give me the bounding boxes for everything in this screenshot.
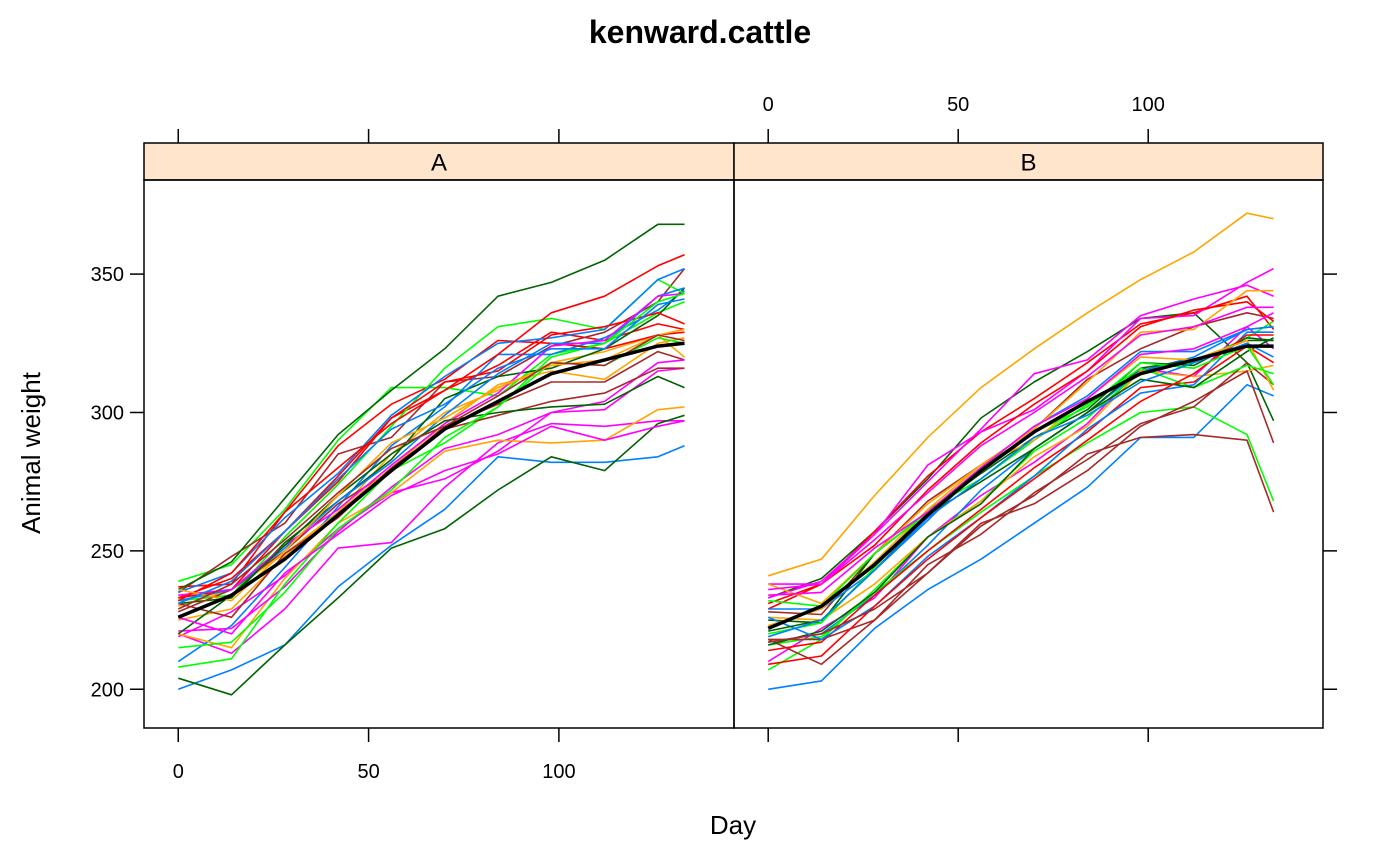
x-tick-label-top: 100 — [1132, 94, 1165, 116]
animal-line — [177, 253, 685, 602]
animal-series-group — [177, 223, 686, 696]
panel-frame — [733, 179, 1324, 729]
animal-line — [178, 419, 685, 655]
y-axis-label: Animal weight — [16, 371, 46, 534]
animal-line — [177, 298, 685, 605]
animal-line — [178, 292, 685, 649]
strip-a — [143, 142, 735, 181]
animal-line — [178, 359, 685, 632]
animal-line — [178, 292, 685, 596]
animal-line — [177, 375, 685, 635]
y-tick-label: 300 — [91, 402, 124, 424]
animal-line — [768, 383, 1274, 691]
animal-line — [767, 212, 1274, 577]
y-tick-label: 350 — [91, 264, 124, 286]
animal-line — [768, 370, 1275, 643]
strip-label: B — [1020, 150, 1036, 177]
x-axis-label: Day — [710, 810, 756, 840]
animal-line — [768, 306, 1274, 591]
animal-line — [767, 325, 1275, 663]
y-tick-label: 200 — [91, 679, 124, 701]
animal-line — [178, 420, 685, 635]
animal-line — [178, 328, 685, 602]
animal-line — [768, 312, 1274, 596]
animal-series-group — [767, 212, 1275, 691]
animal-line — [177, 268, 686, 594]
y-tick-label: 250 — [91, 541, 124, 563]
animal-line — [177, 223, 685, 591]
chart-title: kenward.cattle — [589, 14, 811, 50]
panel-a: A 0 50 100 200 250 300 350 — [91, 129, 735, 783]
panel-b: B 0 50 100 — [733, 94, 1337, 742]
strip-label: A — [431, 150, 447, 177]
animal-line — [177, 367, 685, 638]
animal-line — [767, 300, 1275, 605]
animal-line — [767, 311, 1275, 599]
animal-line — [178, 334, 686, 607]
animal-line — [178, 311, 685, 599]
panels-layer: A 0 50 100 200 250 300 350 B 0 50 100 — [91, 94, 1337, 783]
x-tick-label-bottom: 100 — [542, 761, 575, 783]
animal-line — [768, 345, 1275, 652]
animal-line — [767, 284, 1274, 599]
x-tick-label-top: 50 — [947, 94, 969, 116]
animal-line — [178, 267, 685, 594]
animal-line — [178, 414, 685, 696]
mean-line — [177, 341, 685, 619]
x-tick-label-bottom: 0 — [173, 761, 184, 783]
x-tick-label-bottom: 50 — [357, 761, 379, 783]
animal-line — [768, 433, 1275, 641]
animal-line — [178, 444, 685, 691]
mean-line — [767, 344, 1274, 631]
x-tick-label-top: 0 — [763, 94, 774, 116]
